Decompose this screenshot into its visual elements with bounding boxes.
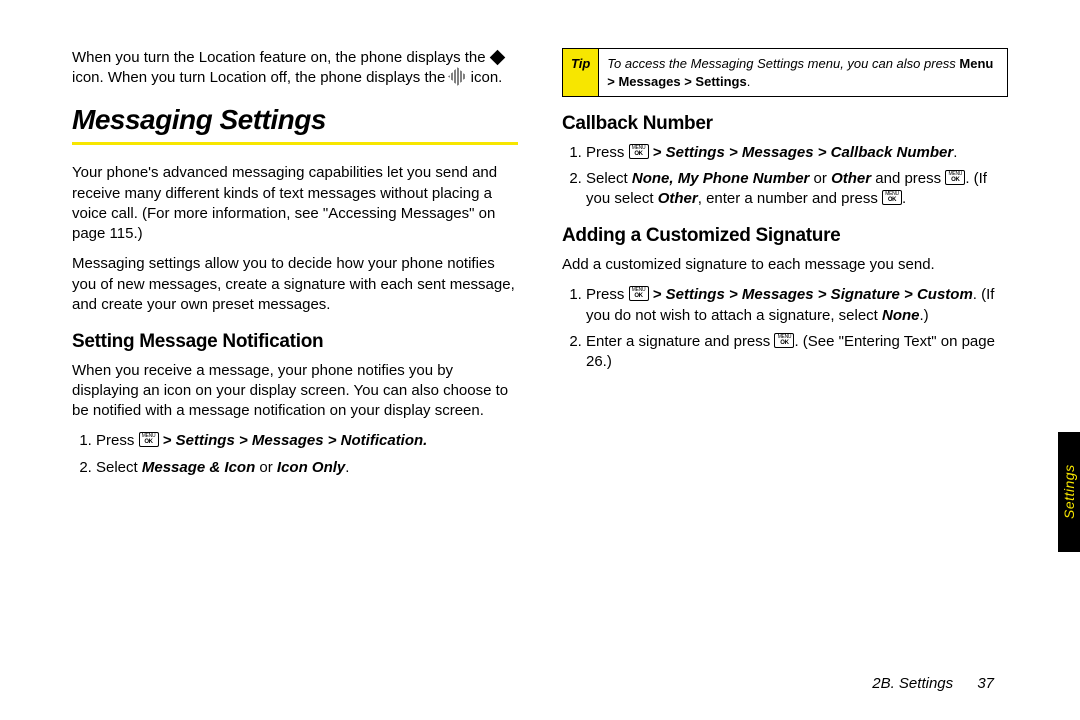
text: icon. When you turn Location off, the ph…	[72, 69, 449, 86]
title-rule	[72, 142, 518, 145]
step-list: Press MENUOK > Settings > Messages > Not…	[72, 431, 518, 478]
subheading: Setting Message Notification	[72, 329, 518, 355]
menu-ok-key-icon: MENUOK	[945, 170, 965, 185]
text: .)	[920, 307, 929, 324]
list-item: Select None, My Phone Number or Other an…	[586, 169, 1008, 210]
two-column-layout: When you turn the Location feature on, t…	[72, 48, 1008, 660]
footer-section: 2B. Settings	[872, 675, 953, 692]
subheading: Callback Number	[562, 111, 1008, 137]
option: Icon Only	[277, 459, 345, 476]
location-icon-paragraph: When you turn the Location feature on, t…	[72, 48, 518, 89]
body-paragraph: Messaging settings allow you to decide h…	[72, 254, 518, 315]
section-title: Messaging Settings	[72, 101, 518, 139]
list-item: Press MENUOK > Settings > Messages > Sig…	[586, 285, 1008, 326]
menu-ok-key-icon: MENUOK	[629, 286, 649, 301]
text: or	[809, 170, 831, 187]
tip-label: Tip	[563, 49, 599, 96]
text: .	[953, 144, 957, 161]
option: Other	[658, 190, 698, 207]
text: and press	[871, 170, 945, 187]
nav-path: > Settings > Messages > Callback Number	[649, 144, 954, 161]
tip-body: To access the Messaging Settings menu, y…	[599, 49, 1007, 96]
text: .	[902, 190, 906, 207]
nav-path: > Settings > Messages > Notification.	[159, 432, 428, 449]
location-on-icon	[490, 50, 506, 66]
tip-box: Tip To access the Messaging Settings men…	[562, 48, 1008, 97]
text: .	[747, 74, 751, 89]
list-item: Press MENUOK > Settings > Messages > Not…	[96, 431, 518, 451]
list-item: Press MENUOK > Settings > Messages > Cal…	[586, 143, 1008, 163]
menu-ok-key-icon: MENUOK	[629, 144, 649, 159]
text: Press	[586, 286, 629, 303]
step-list: Press MENUOK > Settings > Messages > Sig…	[562, 285, 1008, 372]
footer-page-number: 37	[977, 675, 994, 692]
text: Press	[96, 432, 139, 449]
option: Other	[831, 170, 871, 187]
body-paragraph: When you receive a message, your phone n…	[72, 361, 518, 422]
manual-page: When you turn the Location feature on, t…	[0, 0, 1080, 720]
text: Select	[96, 459, 142, 476]
text: .	[345, 459, 349, 476]
text: Select	[586, 170, 632, 187]
text: To access the Messaging Settings menu, y…	[607, 56, 959, 71]
step-list: Press MENUOK > Settings > Messages > Cal…	[562, 143, 1008, 210]
body-paragraph: Add a customized signature to each messa…	[562, 255, 1008, 275]
right-column: Tip To access the Messaging Settings men…	[562, 48, 1008, 660]
text: Enter a signature and press	[586, 333, 774, 350]
text: icon.	[471, 69, 503, 86]
subheading: Adding a Customized Signature	[562, 223, 1008, 249]
body-paragraph: Your phone's advanced messaging capabili…	[72, 163, 518, 244]
page-footer: 2B. Settings 37	[872, 675, 994, 692]
list-item: Select Message & Icon or Icon Only.	[96, 458, 518, 478]
section-side-tab: Settings	[1058, 432, 1080, 552]
text: or	[255, 459, 277, 476]
menu-ok-key-icon: MENUOK	[882, 190, 902, 205]
menu-ok-key-icon: MENUOK	[139, 432, 159, 447]
nav-path: > Settings > Messages > Signature > Cust…	[649, 286, 973, 303]
menu-ok-key-icon: MENUOK	[774, 333, 794, 348]
text: , enter a number and press	[698, 190, 882, 207]
left-column: When you turn the Location feature on, t…	[72, 48, 518, 660]
location-off-icon	[449, 68, 467, 86]
list-item: Enter a signature and press MENUOK. (See…	[586, 332, 1008, 373]
text: Press	[586, 144, 629, 161]
option: None	[882, 307, 920, 324]
option: None, My Phone Number	[632, 170, 810, 187]
text: When you turn the Location feature on, t…	[72, 49, 490, 66]
option: Message & Icon	[142, 459, 255, 476]
